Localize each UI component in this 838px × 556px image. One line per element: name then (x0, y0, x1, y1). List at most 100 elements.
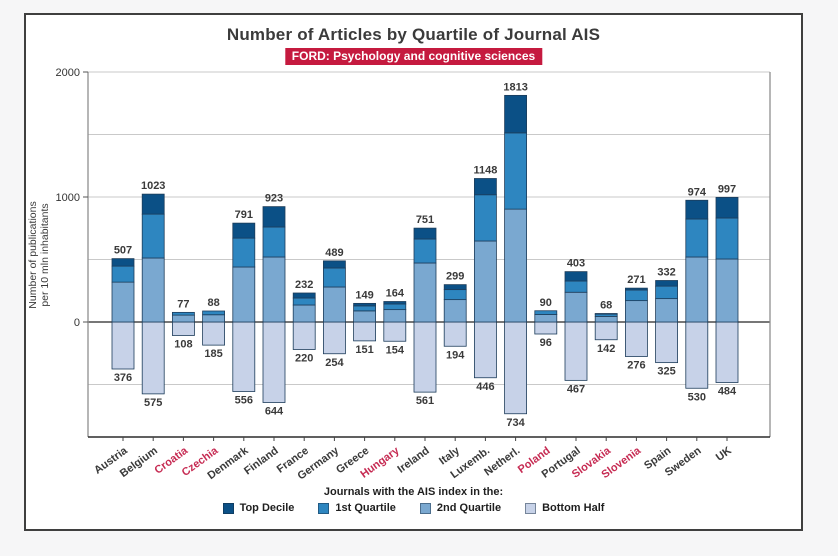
bar-segment-top-decile (504, 94, 528, 134)
value-label-below: 185 (204, 348, 222, 360)
legend-swatch (318, 502, 330, 514)
bar-segment-bottom-half (473, 321, 497, 379)
chart-card: Number of Articles by Quartile of Journa… (24, 13, 803, 531)
bar-segment-q2 (504, 208, 528, 323)
bar-segment-q1 (292, 297, 316, 306)
bar-segment-q1 (473, 194, 497, 242)
bar-segment-q1 (232, 237, 256, 268)
bar-segment-bottom-half (504, 321, 528, 415)
value-label-above: 403 (567, 258, 585, 270)
y-tick-label: 0 (74, 317, 80, 329)
value-label-above: 164 (386, 288, 405, 300)
value-label-above: 489 (325, 247, 343, 259)
chart-canvas: 0 1000 2000 Number of publicationsper 10 ml… (27, 67, 771, 482)
bar-segment-bottom-half (171, 321, 195, 336)
legend-label: 1st Quartile (335, 502, 396, 514)
bar-segment-top-decile (383, 301, 407, 305)
bar-segment-q2 (322, 286, 346, 323)
bar-segment-q2 (564, 291, 588, 323)
chart-subtitle-badge: FORD: Psychology and cognitive sciences (284, 48, 543, 65)
legend-label: 2nd Quartile (436, 502, 502, 514)
bar-segment-q1 (715, 217, 739, 260)
bar-segment-q2 (473, 240, 497, 323)
bar-segment-top-decile (413, 227, 437, 240)
bar-segment-q1 (262, 226, 286, 258)
legend-title: Journals with the AIS index in the: (323, 486, 504, 498)
value-label-below: 151 (355, 344, 373, 356)
legend-swatch (419, 502, 431, 514)
bar-segment-bottom-half (141, 321, 165, 395)
bar-segment-bottom-half (594, 321, 618, 341)
bar-segment-top-decile (111, 258, 135, 267)
value-label-above: 997 (718, 183, 736, 195)
value-label-below: 556 (235, 395, 253, 407)
value-label-below: 254 (325, 357, 344, 369)
bar-segment-q2 (171, 314, 195, 323)
bar-segment-q2 (292, 304, 316, 323)
value-label-above: 1813 (503, 81, 527, 93)
value-label-below: 446 (476, 381, 494, 393)
value-label-below: 561 (416, 395, 434, 407)
bar-segment-q2 (262, 256, 286, 323)
value-label-above: 149 (355, 289, 373, 301)
value-label-below: 484 (718, 386, 737, 398)
bar-segment-bottom-half (322, 321, 346, 355)
bar-segment-top-decile (625, 287, 648, 291)
bar-segment-bottom-half (232, 321, 256, 392)
value-label-below: 575 (144, 397, 162, 409)
value-label-above: 751 (416, 214, 434, 226)
bar-segment-top-decile (353, 302, 377, 307)
legend-swatch (222, 502, 234, 514)
bar-segment-q2 (685, 256, 709, 323)
bar-segment-q1 (141, 213, 165, 259)
value-label-below: 194 (446, 349, 465, 361)
value-label-above: 232 (295, 279, 313, 291)
value-label-below: 530 (688, 391, 706, 403)
bar-segment-q2 (594, 315, 618, 323)
bar-segment-q1 (322, 267, 346, 288)
legend: Top Decile 1st Quartile 2nd Quartile Bottom… (26, 502, 801, 514)
legend-item: 2nd Quartile (419, 502, 502, 514)
value-label-below: 220 (295, 353, 313, 365)
value-label-above: 1023 (141, 180, 165, 192)
bar-segment-bottom-half (413, 321, 437, 393)
bar-segment-q2 (141, 257, 165, 323)
bar-segment-top-decile (262, 206, 286, 228)
x-tick-label: Ireland (396, 445, 432, 476)
value-label-above: 77 (177, 298, 189, 310)
bar-segment-q2 (353, 310, 377, 323)
bar-segment-bottom-half (564, 321, 588, 381)
value-label-above: 1148 (473, 165, 497, 177)
bar-segment-q1 (202, 310, 226, 316)
bar-segment-q1 (534, 310, 558, 315)
legend-swatch (525, 502, 537, 514)
bar-segment-top-decile (141, 193, 165, 215)
legend-label: Top Decile (239, 502, 295, 514)
bar-segment-q1 (655, 285, 678, 300)
value-label-above: 507 (114, 245, 132, 257)
bar-segment-top-decile (655, 280, 678, 287)
bar-segment-bottom-half (625, 321, 648, 357)
bar-segment-top-decile (473, 178, 497, 196)
bar-segment-bottom-half (292, 321, 316, 350)
chart-title: Number of Articles by Quartile of Journa… (226, 25, 601, 44)
value-label-above: 90 (540, 297, 552, 309)
bar-segment-bottom-half (534, 321, 558, 335)
legend-label: Bottom Half (542, 502, 605, 514)
value-label-below: 96 (540, 337, 552, 349)
value-label-below: 142 (597, 343, 615, 355)
value-label-below: 108 (174, 339, 192, 351)
bar-segment-bottom-half (443, 321, 467, 347)
value-label-below: 467 (567, 383, 585, 395)
y-axis-title: Number of publicationsper 10 mln inhabit… (27, 201, 51, 308)
bar-segment-top-decile (564, 271, 588, 282)
bar-segment-bottom-half (262, 321, 286, 403)
bar-segment-bottom-half (655, 321, 678, 364)
bar-segment-q1 (443, 289, 467, 301)
bar-segment-q1 (564, 280, 588, 293)
bar-segment-q2 (111, 281, 135, 323)
value-label-above: 974 (688, 186, 707, 198)
bar-segment-top-decile (443, 284, 467, 291)
bar-segment-q1 (685, 218, 709, 258)
